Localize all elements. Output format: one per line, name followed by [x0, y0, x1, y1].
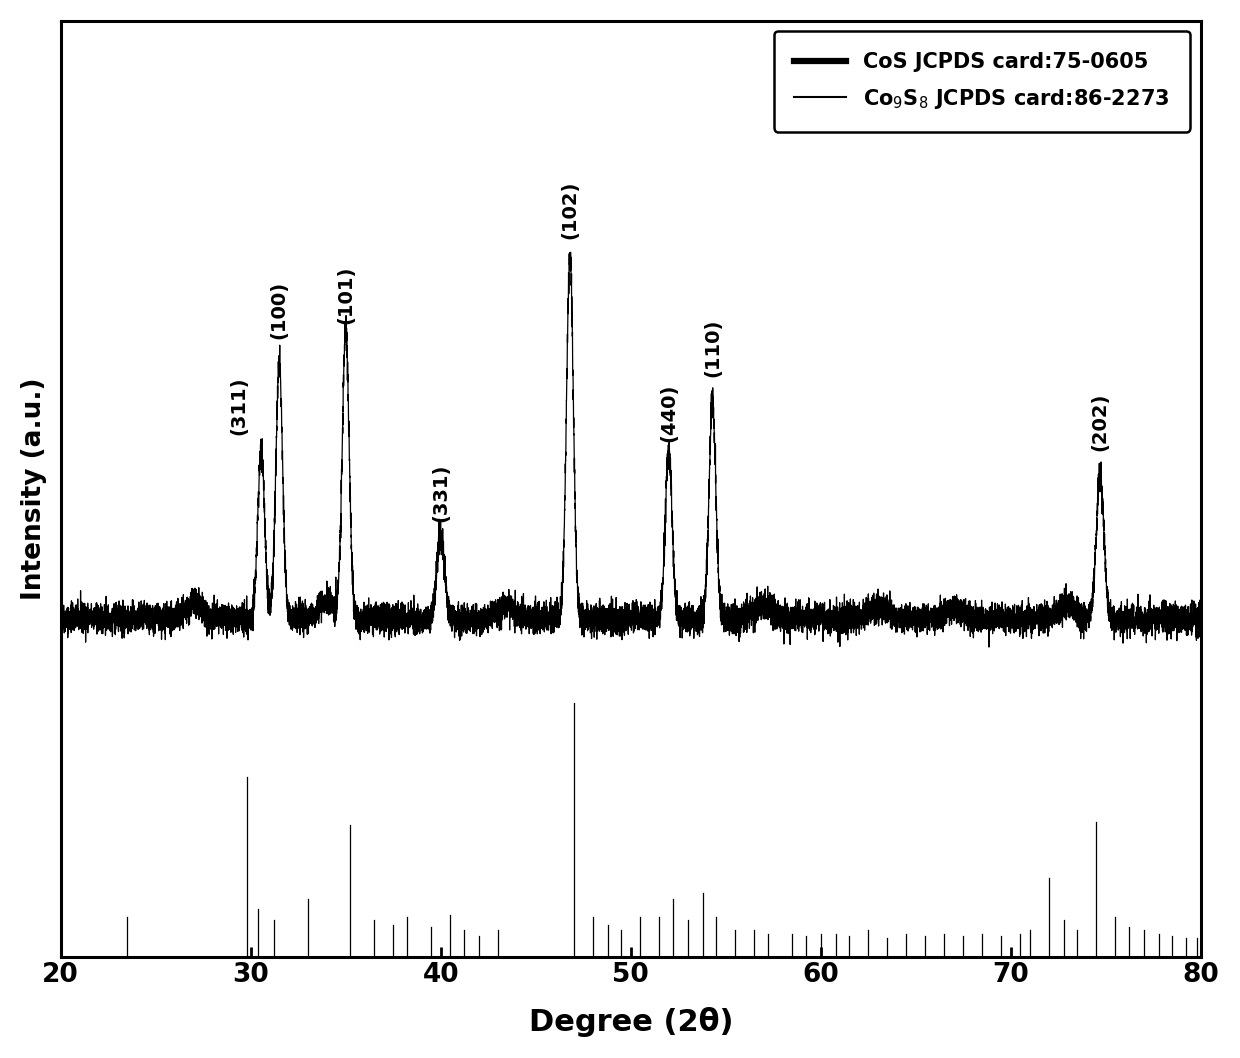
Text: (101): (101)	[336, 266, 355, 324]
Text: (102): (102)	[560, 180, 579, 239]
Text: (202): (202)	[1091, 393, 1110, 451]
Text: (110): (110)	[703, 318, 722, 377]
Y-axis label: Intensity (a.u.): Intensity (a.u.)	[21, 378, 47, 600]
Text: (331): (331)	[432, 463, 450, 523]
X-axis label: Degree (2θ): Degree (2θ)	[528, 1007, 733, 1037]
Text: (311): (311)	[229, 377, 248, 436]
Legend: CoS JCPDS card:75-0605, Co$_9$S$_8$ JCPDS card:86-2273: CoS JCPDS card:75-0605, Co$_9$S$_8$ JCPD…	[774, 32, 1190, 131]
Text: (100): (100)	[270, 281, 289, 340]
Text: (440): (440)	[660, 383, 678, 442]
